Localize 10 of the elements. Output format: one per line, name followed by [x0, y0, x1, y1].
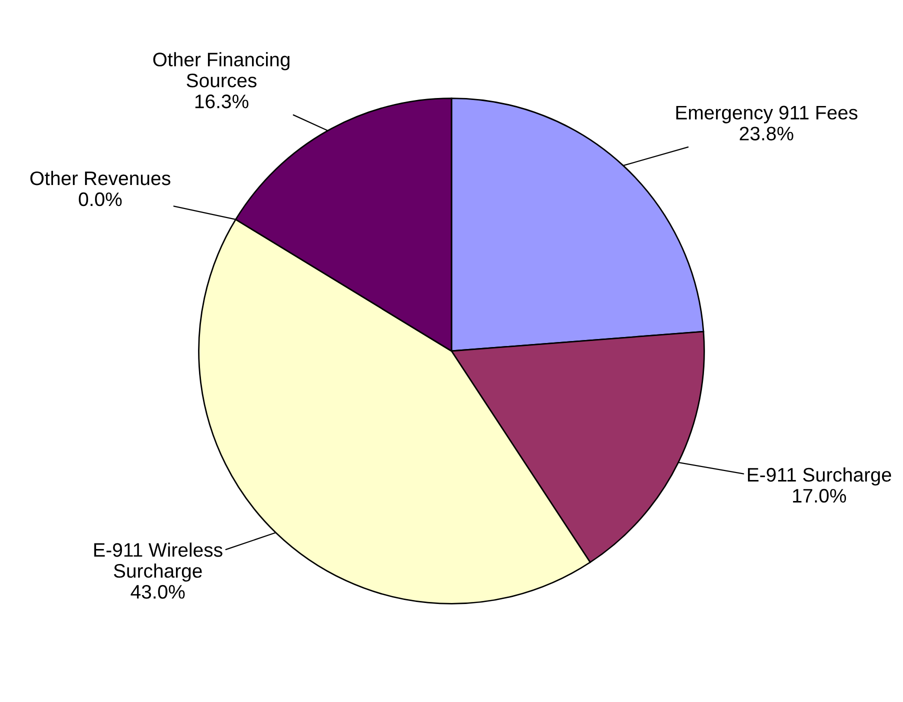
category-label: Other Revenues: [30, 170, 170, 186]
data-label: 16.3%: [195, 94, 248, 108]
data-label: 23.8%: [740, 126, 794, 140]
slice-label: E-911 Surcharge: [748, 467, 892, 486]
slice-label: E-911 Wireless Surcharge: [94, 542, 222, 582]
slice-label: Other Financing Sources: [153, 52, 290, 88]
text: 0.0%: [78, 192, 122, 206]
data-label: 43.0%: [130, 584, 185, 599]
data-label: 17.0%: [793, 488, 846, 503]
slice-label: Emergency 911 Fees: [676, 106, 858, 124]
